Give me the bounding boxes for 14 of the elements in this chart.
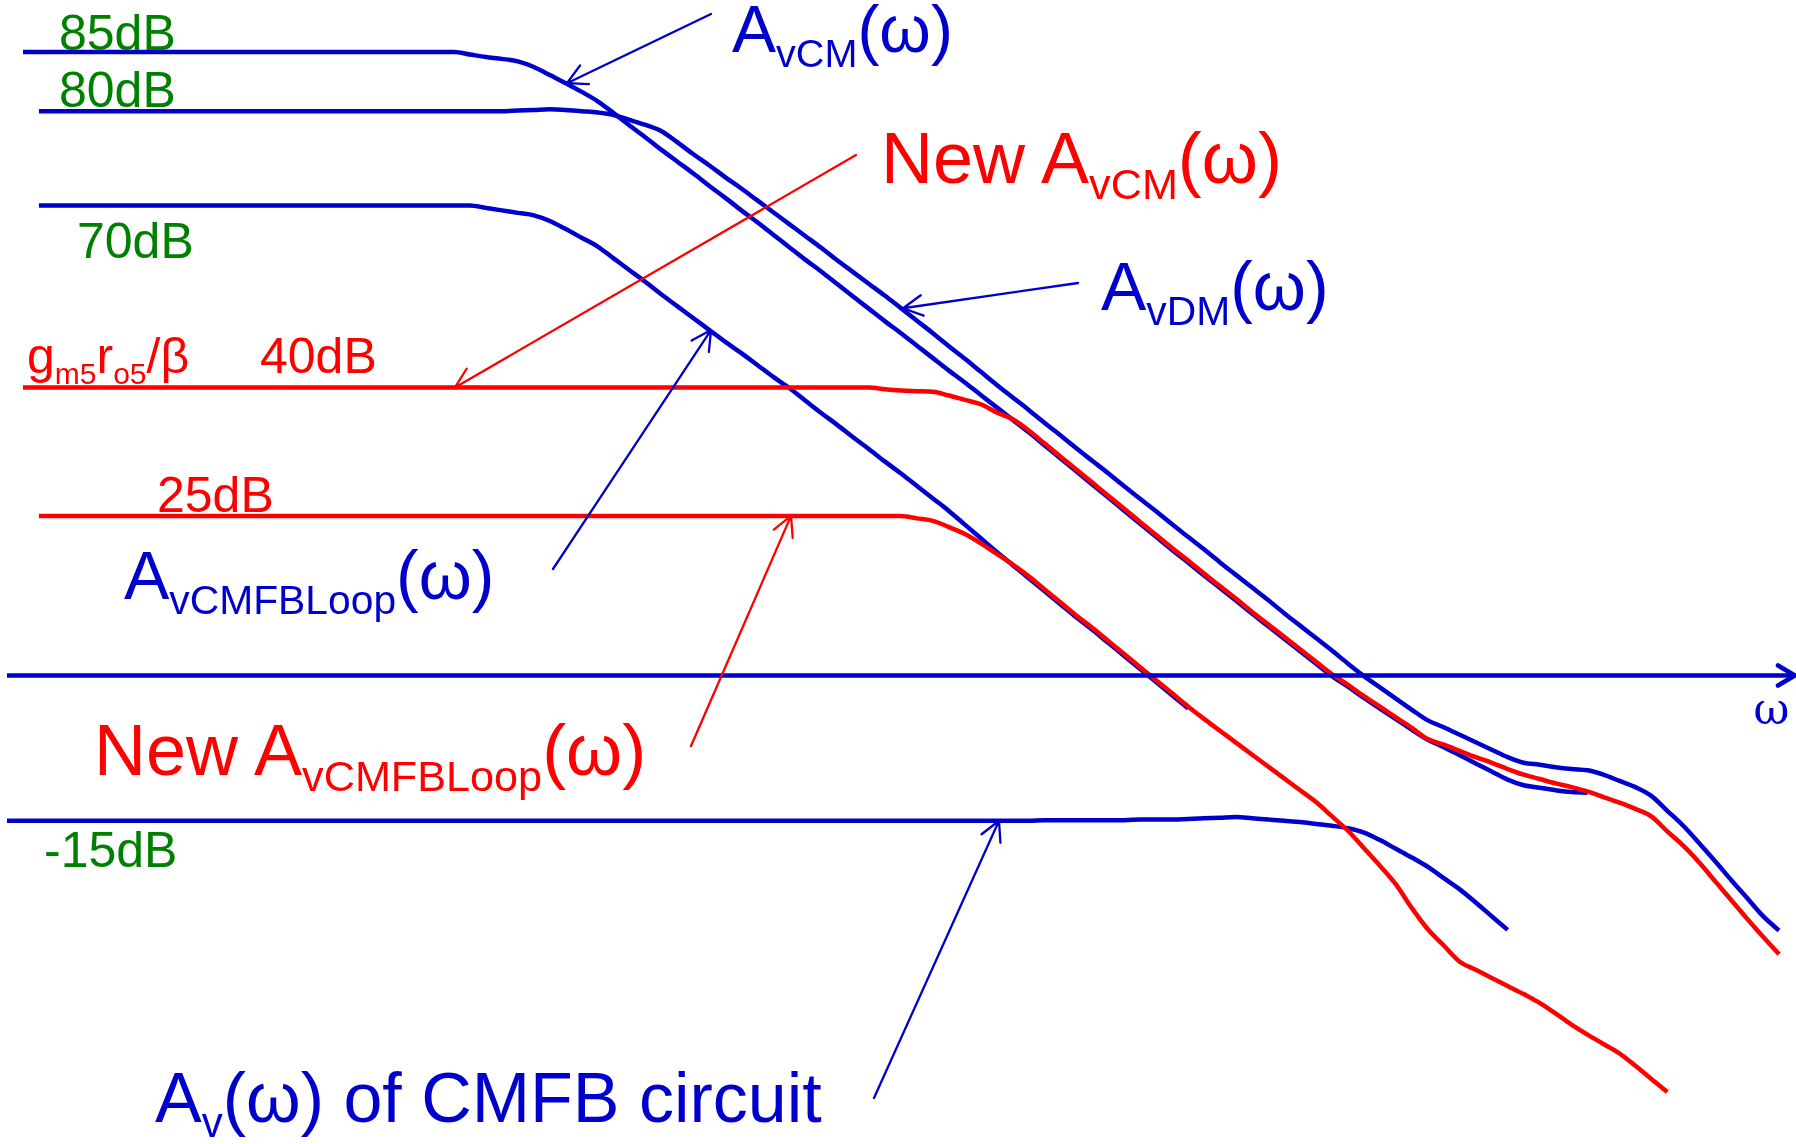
annotation: 40dB: [260, 328, 377, 385]
annotation: A$_{vCM}$(ω): [732, 0, 953, 75]
annotation: New A$_{vCM}$(ω): [881, 118, 1283, 208]
x-axis-title: ω: [1753, 683, 1790, 734]
annotation: A$_{vDM}$(ω): [1101, 248, 1329, 334]
annotation: 25dB: [157, 466, 274, 523]
annotation: g$_{m5}$r$_{o5}$/β: [27, 328, 190, 391]
annotation: 70dB: [77, 213, 194, 270]
annotation: 80dB: [59, 62, 176, 119]
annotation: New A$_{vCMFBLoop}$(ω): [94, 710, 647, 800]
annotation: A$_{vCMFBLoop}$(ω): [124, 537, 495, 623]
annotation: A$_{v}$(ω) of CMFB circuit: [155, 1059, 822, 1144]
annotation: 85dB: [59, 5, 176, 61]
annotation: -15dB: [44, 821, 178, 878]
